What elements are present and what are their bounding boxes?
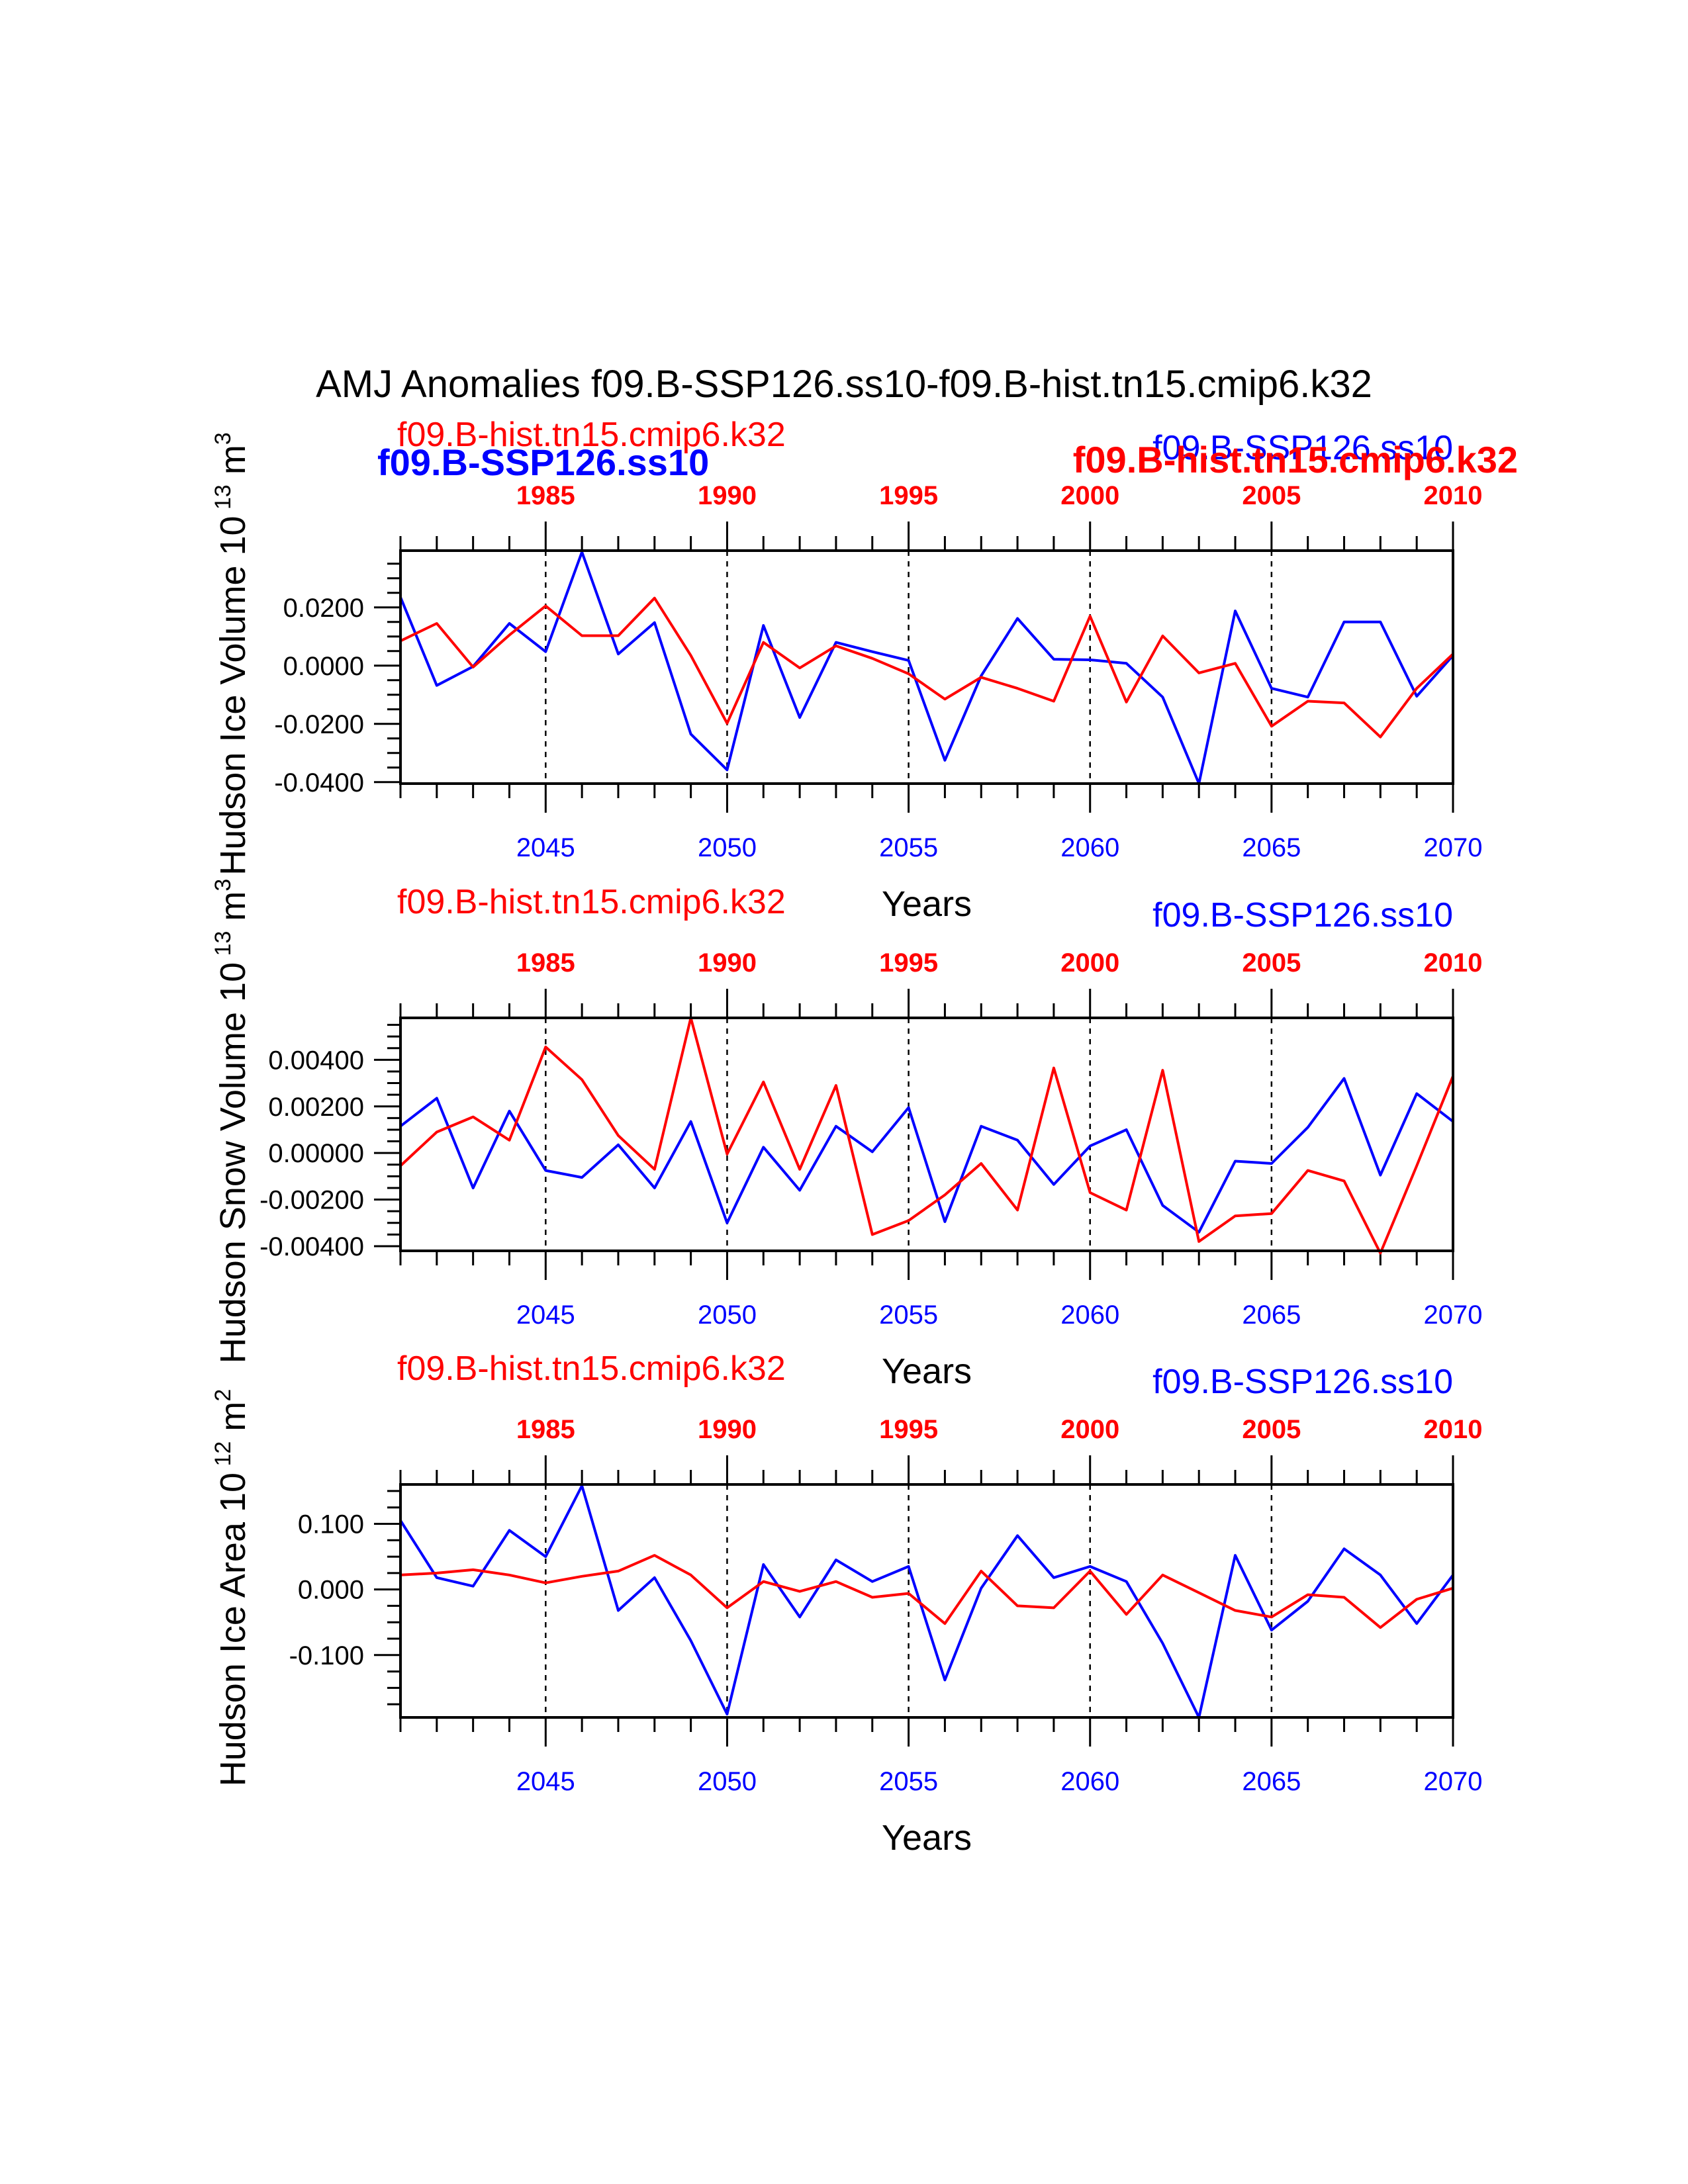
x-tick-label-bottom: 2060 <box>1060 1300 1119 1330</box>
legend-label-ssp: f09.B-SSP126.ss10 <box>1152 896 1453 934</box>
y-tick-label: 0.00400 <box>268 1046 364 1075</box>
y-tick-label: 0.0000 <box>283 652 364 681</box>
x-tick-label-top: 2010 <box>1424 1415 1483 1444</box>
y-tick-label: 0.00000 <box>268 1139 364 1168</box>
x-tick-label-bottom: 2065 <box>1242 833 1301 862</box>
x-tick-label-top: 2005 <box>1242 948 1301 978</box>
x-tick-label-top: 1985 <box>516 1415 575 1444</box>
x-tick-label-top: 1995 <box>879 948 938 978</box>
x-tick-label-top: 2010 <box>1424 948 1483 978</box>
y-tick-label: 0.0200 <box>283 594 364 623</box>
chart-panels: 2045 2050 2055 2060 2065 2070 1985 1990 1995 2000… <box>211 416 1482 1858</box>
x-tick-label-bottom: 2065 <box>1242 1767 1301 1796</box>
x-tick-label-bottom: 2045 <box>516 1300 575 1330</box>
y-tick-label: -0.100 <box>289 1641 364 1670</box>
x-tick-label-top: 1990 <box>698 481 757 510</box>
y-tick-label: -0.00400 <box>259 1232 364 1261</box>
series-line-ssp126 <box>399 1484 1454 1719</box>
x-tick-label-top: 2000 <box>1060 1415 1119 1444</box>
x-tick-label-bottom: 2070 <box>1424 1767 1483 1796</box>
plot-frame <box>399 1017 1454 1252</box>
x-axis-label: Years <box>882 1351 972 1391</box>
series-line-ssp126 <box>399 1077 1454 1234</box>
x-tick-label-top: 1995 <box>879 1415 938 1444</box>
overlay-ssp-label-left: f09.B-SSP126.ss10 <box>377 441 709 483</box>
x-tick-label-top: 1985 <box>516 481 575 510</box>
x-tick-label-top: 1995 <box>879 481 938 510</box>
x-tick-label-top: 1990 <box>698 1415 757 1444</box>
chart-panel-1: 2045 2050 2055 2060 2065 2070 1985 1990 1995 2000… <box>211 416 1482 924</box>
legend-label-hist: f09.B-hist.tn15.cmip6.k32 <box>397 883 786 921</box>
x-tick-label-top: 2005 <box>1242 481 1301 510</box>
plot-frame <box>399 549 1454 785</box>
x-tick-label-top: 2000 <box>1060 948 1119 978</box>
legend-label-ssp: f09.B-SSP126.ss10 <box>1152 1363 1453 1401</box>
x-tick-label-top: 2005 <box>1242 1415 1301 1444</box>
x-tick-label-bottom: 2050 <box>698 1300 757 1330</box>
x-tick-label-bottom: 2055 <box>879 1300 938 1330</box>
series-line-hist <box>400 596 1454 739</box>
chart-panel-3: 2045 2050 2055 2060 2065 2070 1985 1990 1995 2000… <box>211 1349 1482 1858</box>
y-tick-label: 0.100 <box>298 1510 364 1539</box>
y-axis-label: Hudson Snow Volume 10 13 m3 <box>211 879 253 1364</box>
y-axis-label: Hudson Ice Volume 10 13 m3 <box>211 432 253 876</box>
x-axis-label: Years <box>882 1818 972 1858</box>
legend-label-hist: f09.B-hist.tn15.cmip6.k32 <box>397 416 786 454</box>
x-tick-label-bottom: 2055 <box>879 1767 938 1796</box>
x-tick-label-top: 1985 <box>516 948 575 978</box>
x-tick-label-bottom: 2045 <box>516 833 575 862</box>
series-line-hist <box>400 1554 1454 1629</box>
y-tick-label: 0.000 <box>298 1576 364 1605</box>
x-tick-label-bottom: 2050 <box>698 833 757 862</box>
x-tick-label-top: 2010 <box>1424 481 1483 510</box>
legend-label-hist: f09.B-hist.tn15.cmip6.k32 <box>397 1349 786 1388</box>
y-tick-label: -0.0200 <box>274 710 364 739</box>
y-tick-label: 0.00200 <box>268 1093 364 1122</box>
series-line-hist <box>399 1017 1454 1255</box>
x-tick-label-top: 1990 <box>698 948 757 978</box>
plot-frame <box>399 1483 1454 1719</box>
series-line-ssp126 <box>399 551 1454 785</box>
x-tick-label-bottom: 2065 <box>1242 1300 1301 1330</box>
x-tick-label-bottom: 2050 <box>698 1767 757 1796</box>
figure-title: AMJ Anomalies f09.B-SSP126.ss10-f09.B-hi… <box>316 363 1372 406</box>
legend-label-ssp: f09.B-SSP126.ss10 <box>1152 429 1453 467</box>
y-tick-label: -0.00200 <box>259 1186 364 1215</box>
x-tick-label-bottom: 2070 <box>1424 833 1483 862</box>
x-tick-label-top: 2000 <box>1060 481 1119 510</box>
chart-panel-2: 2045 2050 2055 2060 2065 2070 1985 1990 1995 2000… <box>211 879 1482 1391</box>
x-tick-label-bottom: 2060 <box>1060 833 1119 862</box>
overlapping-bold-labels: f09.B-SSP126.ss10 f09.B-hist.tn15.cmip6.… <box>377 439 1518 483</box>
x-tick-label-bottom: 2060 <box>1060 1767 1119 1796</box>
x-tick-label-bottom: 2070 <box>1424 1300 1483 1330</box>
overlay-hist-label-right: f09.B-hist.tn15.cmip6.k32 <box>1073 439 1518 480</box>
y-axis-label: Hudson Ice Area 10 12 m2 <box>211 1389 253 1787</box>
x-axis-label: Years <box>882 884 972 924</box>
x-tick-label-bottom: 2045 <box>516 1767 575 1796</box>
y-tick-label: -0.0400 <box>274 768 364 797</box>
x-tick-label-bottom: 2055 <box>879 833 938 862</box>
